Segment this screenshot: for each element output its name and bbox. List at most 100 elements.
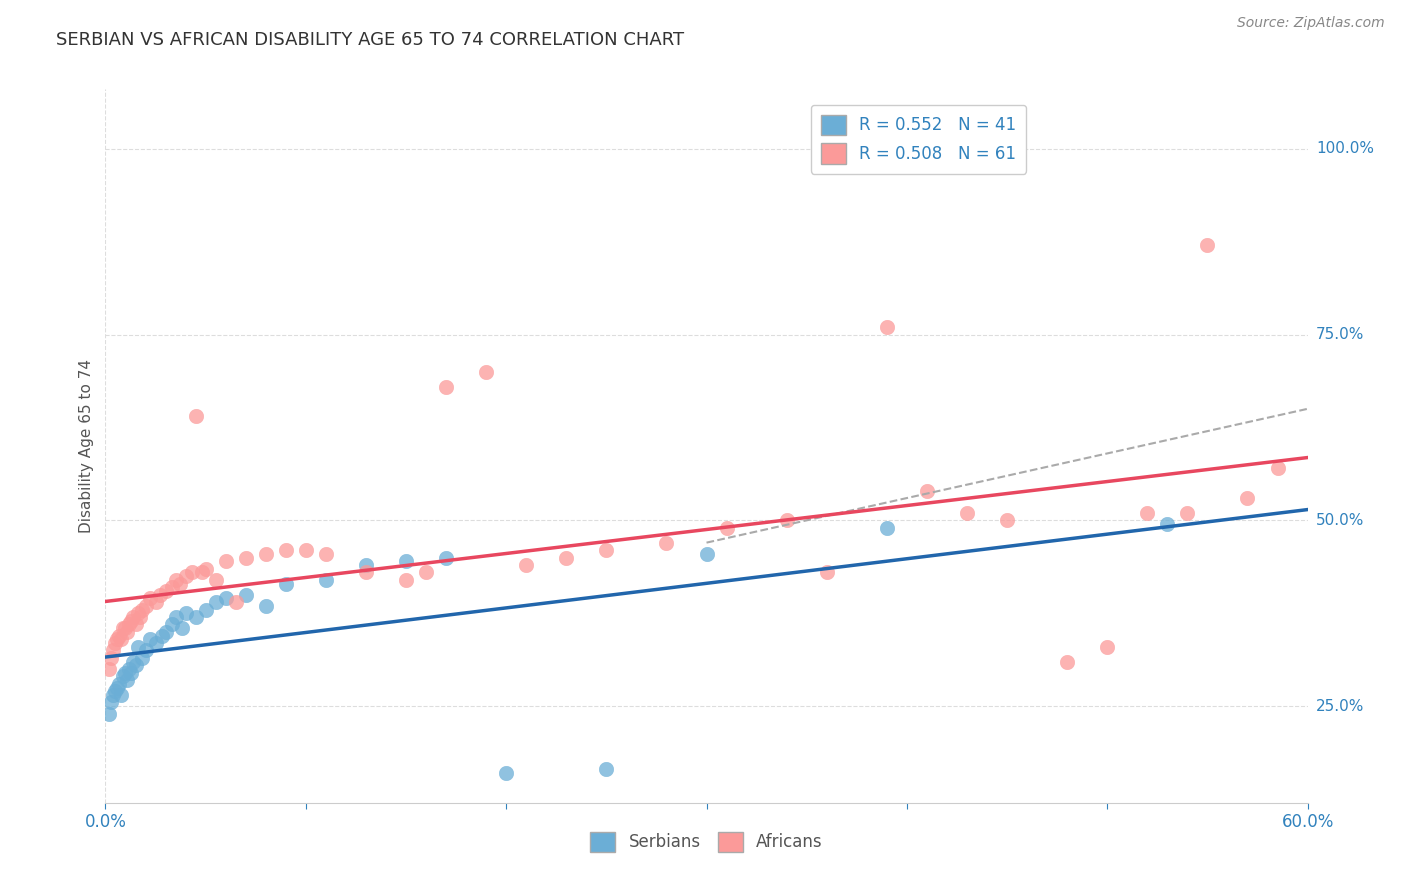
Point: [1177, 506, 1199, 520]
Point: [184, 409, 207, 424]
Point: [117, 624, 139, 639]
Point: [434, 379, 457, 393]
Point: [315, 547, 337, 561]
Point: [98, 662, 121, 676]
Text: 25.0%: 25.0%: [1316, 698, 1364, 714]
Point: [98, 706, 121, 721]
Point: [155, 583, 177, 598]
Point: [160, 617, 183, 632]
Point: [104, 636, 127, 650]
Point: [165, 573, 187, 587]
Point: [204, 595, 226, 609]
Text: 50.0%: 50.0%: [1316, 513, 1364, 528]
Point: [515, 558, 537, 572]
Point: [415, 566, 437, 580]
Point: [776, 513, 799, 527]
Point: [124, 617, 146, 632]
Point: [128, 610, 150, 624]
Point: [131, 651, 153, 665]
Point: [112, 621, 135, 635]
Point: [1267, 461, 1289, 475]
Point: [100, 696, 122, 710]
Point: [595, 543, 617, 558]
Point: [956, 506, 979, 520]
Point: [915, 483, 938, 498]
Point: [225, 595, 247, 609]
Point: [1236, 491, 1258, 505]
Point: [121, 665, 143, 680]
Point: [110, 688, 132, 702]
Point: [174, 569, 197, 583]
Point: [274, 543, 297, 558]
Point: [315, 573, 337, 587]
Point: [122, 610, 145, 624]
Point: [194, 602, 217, 616]
Point: [145, 636, 167, 650]
Point: [475, 365, 498, 379]
Point: [274, 576, 297, 591]
Point: [214, 591, 236, 606]
Point: [434, 550, 457, 565]
Point: [135, 599, 157, 613]
Point: [716, 521, 738, 535]
Point: [354, 566, 377, 580]
Point: [121, 614, 143, 628]
Point: [595, 762, 617, 776]
Point: [1056, 655, 1078, 669]
Point: [174, 607, 197, 621]
Point: [100, 651, 122, 665]
Point: [815, 566, 838, 580]
Point: [995, 513, 1018, 527]
Point: [108, 629, 131, 643]
Point: [190, 566, 212, 580]
Point: [235, 588, 257, 602]
Point: [194, 562, 217, 576]
Point: [108, 677, 131, 691]
Point: [180, 566, 202, 580]
Point: [107, 681, 129, 695]
Point: [138, 591, 160, 606]
Point: [155, 624, 177, 639]
Point: [150, 629, 173, 643]
Point: [1097, 640, 1119, 654]
Y-axis label: Disability Age 65 to 74: Disability Age 65 to 74: [79, 359, 94, 533]
Text: 75.0%: 75.0%: [1316, 327, 1364, 342]
Point: [876, 521, 898, 535]
Point: [555, 550, 578, 565]
Point: [104, 684, 127, 698]
Point: [184, 610, 207, 624]
Point: [876, 320, 898, 334]
Point: [118, 617, 141, 632]
Text: Source: ZipAtlas.com: Source: ZipAtlas.com: [1237, 16, 1385, 30]
Point: [124, 658, 146, 673]
Point: [170, 621, 193, 635]
Point: [254, 547, 277, 561]
Point: [1197, 238, 1219, 252]
Point: [1156, 517, 1178, 532]
Point: [122, 655, 145, 669]
Point: [235, 550, 257, 565]
Point: [145, 595, 167, 609]
Point: [1136, 506, 1159, 520]
Point: [135, 643, 157, 657]
Point: [214, 554, 236, 568]
Point: [114, 665, 136, 680]
Point: [696, 547, 718, 561]
Point: [204, 573, 226, 587]
Point: [165, 610, 187, 624]
Point: [127, 607, 149, 621]
Point: [114, 621, 136, 635]
Point: [160, 580, 183, 594]
Text: 100.0%: 100.0%: [1316, 141, 1374, 156]
Point: [112, 669, 135, 683]
Point: [295, 543, 318, 558]
Point: [138, 632, 160, 647]
Point: [254, 599, 277, 613]
Point: [169, 576, 191, 591]
Point: [131, 602, 153, 616]
Point: [103, 643, 125, 657]
Point: [107, 632, 129, 647]
Text: SERBIAN VS AFRICAN DISABILITY AGE 65 TO 74 CORRELATION CHART: SERBIAN VS AFRICAN DISABILITY AGE 65 TO …: [56, 31, 685, 49]
Legend: Serbians, Africans: Serbians, Africans: [583, 825, 830, 859]
Point: [655, 535, 678, 549]
